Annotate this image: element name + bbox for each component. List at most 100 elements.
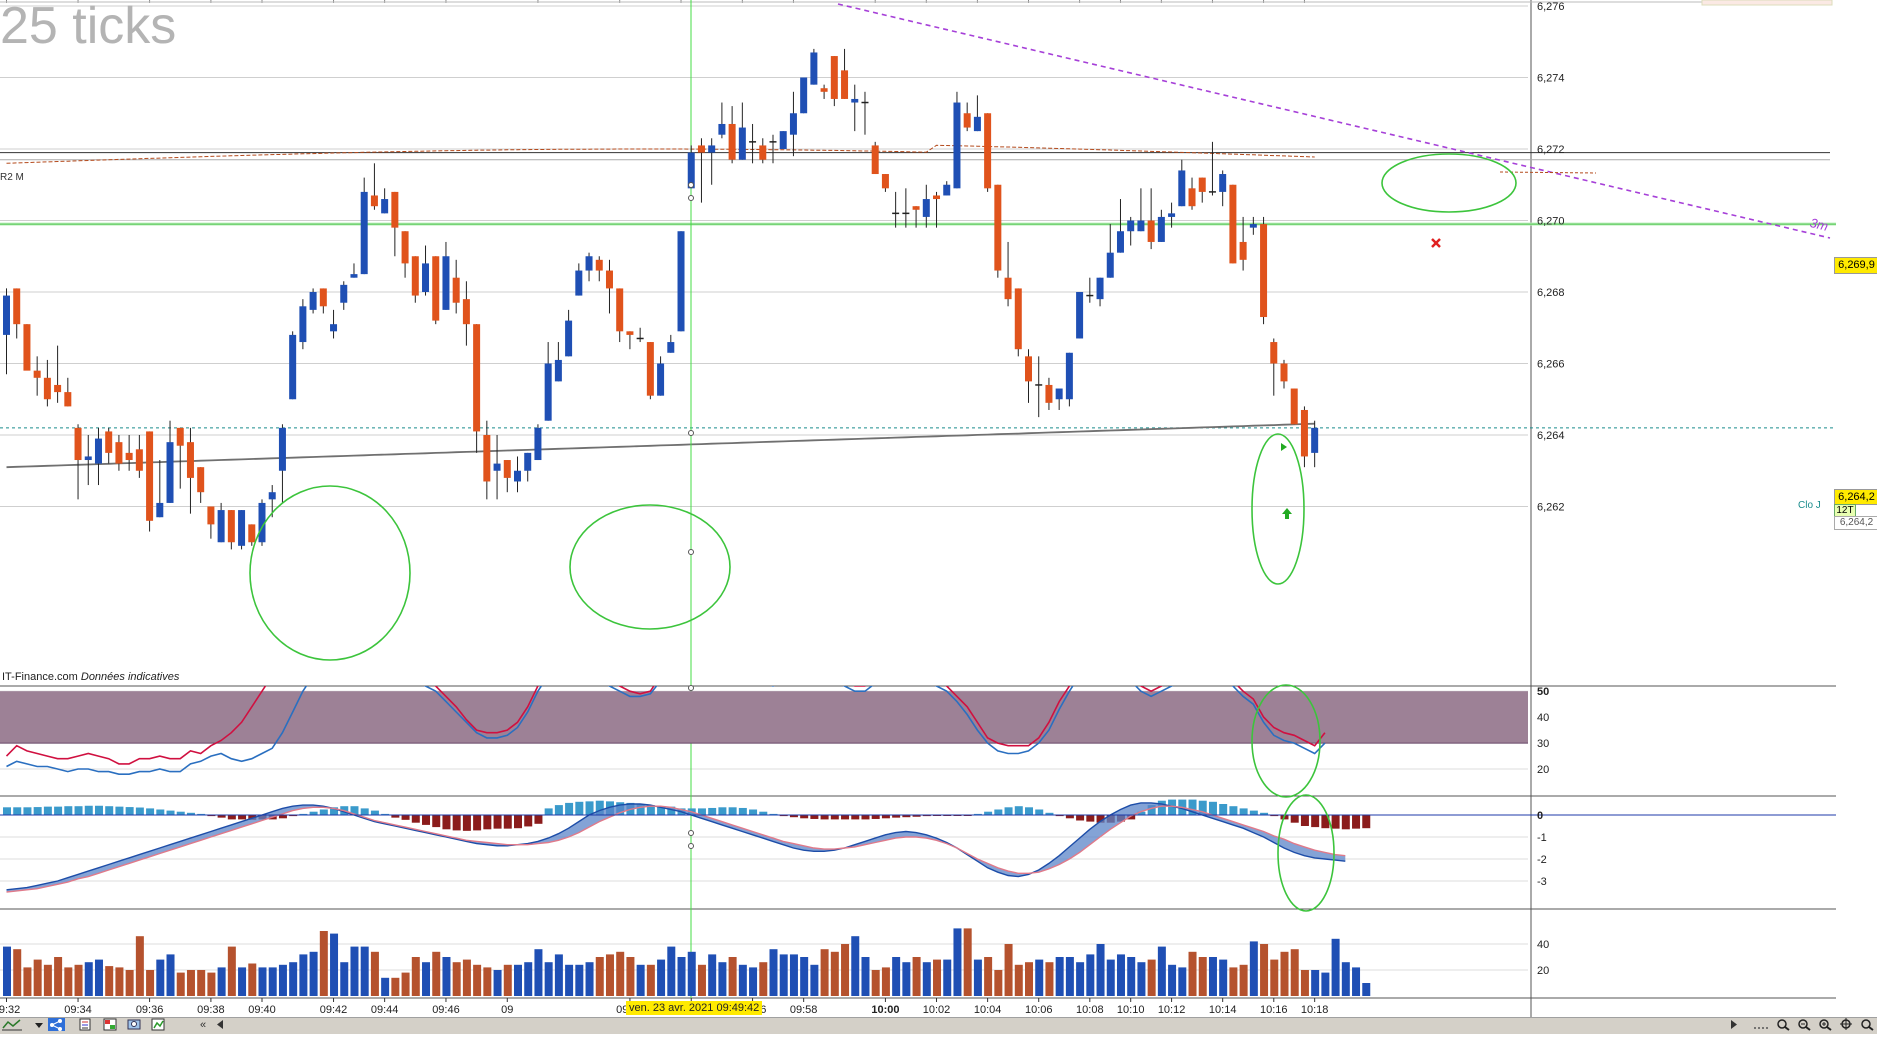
macd-histogram-bar — [473, 815, 482, 831]
volume-bar — [84, 962, 93, 996]
oscillator-tick-label: 40 — [1537, 712, 1549, 724]
candle-body — [1065, 352, 1073, 400]
price-tick-label: 6,276 — [1537, 1, 1565, 13]
volume-bar — [3, 946, 11, 996]
close-panel-icon[interactable] — [1860, 1018, 1875, 1031]
macd-histogram-bar — [33, 807, 42, 815]
volume-bar — [462, 959, 471, 996]
chart-type-icon[interactable] — [2, 1018, 22, 1031]
macd-histogram-bar — [350, 806, 359, 815]
volume-bar — [1168, 964, 1177, 996]
candle — [1239, 216, 1247, 271]
candle-body — [462, 299, 470, 325]
volume-bar — [1157, 946, 1166, 996]
macd-histogram-bar — [1045, 812, 1054, 815]
scroll-left-icon[interactable]: « — [198, 1018, 213, 1031]
macd-histogram-bar — [84, 805, 93, 815]
share-icon[interactable] — [48, 1018, 65, 1031]
candle-body — [268, 492, 276, 500]
volume-bar — [1300, 970, 1309, 996]
volume-bar — [319, 931, 328, 996]
macd-histogram-bar — [330, 807, 339, 815]
volume-bar — [922, 962, 931, 996]
candle-body — [687, 152, 695, 189]
zoom-in-icon[interactable] — [1818, 1018, 1833, 1031]
candle — [43, 359, 51, 407]
macd-line — [6, 802, 1346, 891]
crosshair-icon[interactable] — [1840, 1018, 1855, 1031]
candle-body — [360, 191, 368, 275]
candle-body — [810, 52, 818, 85]
candle — [33, 356, 41, 396]
macd-histogram-bar — [912, 815, 921, 817]
candle-body — [1014, 288, 1022, 350]
candle-body — [186, 442, 194, 478]
candle-body — [33, 370, 41, 378]
volume-bar — [381, 977, 390, 996]
macd-histogram-bar — [43, 806, 52, 815]
macd-histogram-bar — [565, 802, 574, 815]
macd-histogram-bar — [411, 815, 420, 823]
macd-histogram-bar — [207, 815, 216, 817]
candle-body — [176, 427, 184, 446]
candle — [135, 435, 143, 478]
macd-histogram-bar — [708, 807, 717, 815]
time-tick-label: 09:34 — [64, 1004, 92, 1016]
candle — [544, 342, 552, 421]
volume-tick-label: 40 — [1537, 939, 1549, 951]
dropdown-icon[interactable] — [34, 1018, 44, 1031]
candle — [779, 131, 787, 149]
scroll-right-icon[interactable] — [1727, 1018, 1742, 1031]
volume-bar — [166, 954, 175, 996]
macd-histogram-bar — [871, 815, 880, 819]
macd-histogram-bar — [1004, 807, 1013, 815]
volume-bar — [473, 964, 482, 996]
volume-bar — [1311, 970, 1320, 996]
candle — [830, 56, 838, 107]
macd-histogram-bar — [1219, 804, 1228, 815]
scroll-left-small-icon[interactable] — [213, 1018, 228, 1031]
candle-body — [299, 306, 307, 343]
candle-body — [1157, 216, 1165, 242]
top-scroll-region — [1701, 0, 1833, 6]
volume-bar — [1331, 938, 1340, 996]
toolbar-dots-icon — [1752, 1018, 1770, 1031]
candle — [800, 77, 808, 114]
macd-histogram-bar — [1025, 807, 1033, 815]
candle-body — [544, 363, 552, 421]
volume-bar — [1219, 959, 1228, 996]
candle-body — [452, 277, 460, 303]
macd-tick-label: -3 — [1537, 876, 1547, 888]
search-icon[interactable] — [1776, 1018, 1791, 1031]
drawing-icon[interactable] — [151, 1018, 166, 1031]
volume-bar — [1086, 954, 1095, 996]
volume-bar — [1188, 951, 1197, 996]
macd-histogram-bar — [1239, 808, 1248, 815]
macd-histogram-bar — [1035, 809, 1044, 815]
candle-body — [1055, 388, 1063, 400]
volume-bar — [422, 962, 431, 996]
volume-bar — [646, 964, 655, 996]
zoom-out-icon[interactable] — [1797, 1018, 1812, 1031]
candle-body — [514, 470, 521, 482]
macd-histogram-bar — [646, 805, 655, 815]
macd-histogram-bar — [1065, 815, 1074, 819]
layout-icon[interactable] — [103, 1018, 118, 1031]
cross-marker-icon — [1431, 238, 1441, 248]
macd-histogram-bar — [636, 804, 645, 815]
candle-body — [534, 427, 542, 461]
list-icon[interactable] — [78, 1018, 93, 1031]
candle — [503, 460, 511, 493]
moving-average-long — [6, 144, 1315, 164]
candle-body — [667, 342, 675, 353]
svg-text:«: « — [200, 1019, 206, 1031]
gear-icon[interactable] — [127, 1018, 142, 1031]
candle-body — [994, 184, 1002, 271]
price-tick-label: 6,266 — [1537, 359, 1565, 371]
candle — [1219, 170, 1227, 207]
candle — [922, 184, 930, 228]
volume-bar — [595, 957, 604, 996]
volume-bar — [626, 957, 635, 996]
volume-bar — [657, 959, 666, 996]
